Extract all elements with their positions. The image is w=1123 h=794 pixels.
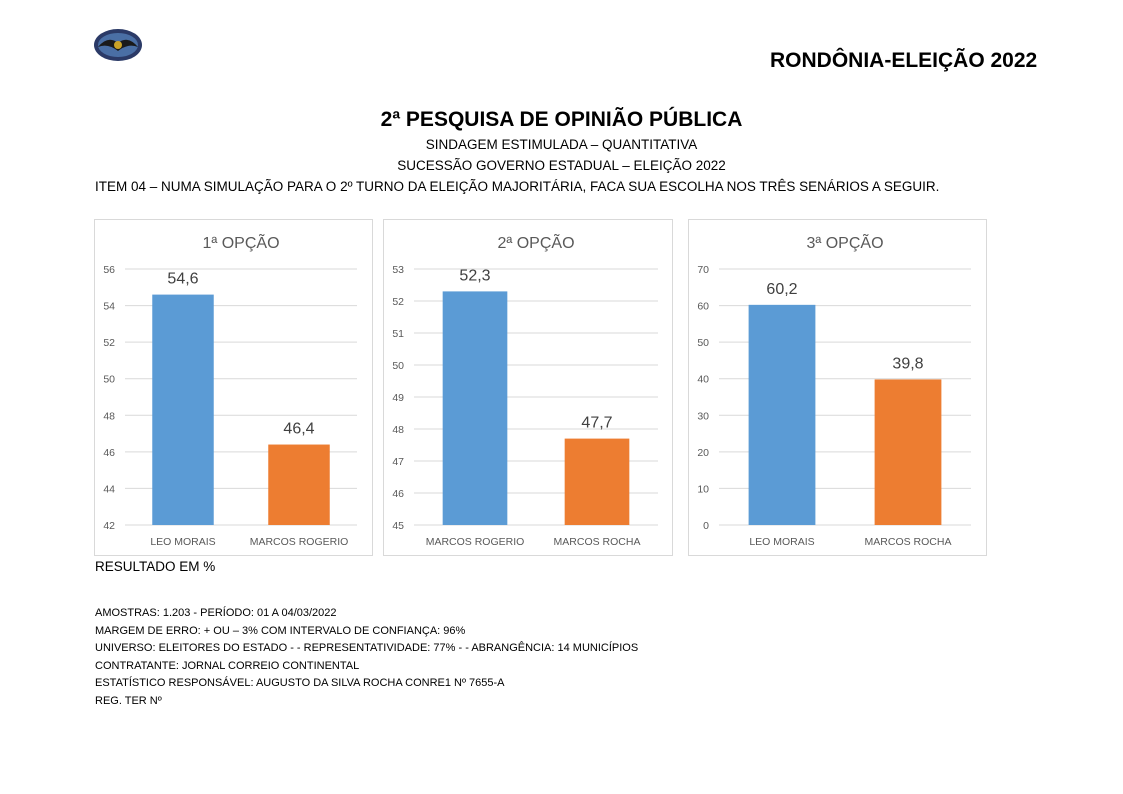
data-label: 54,6	[167, 271, 198, 288]
chart-svg: 3ª OPÇÃO 0 10 20 30 40 50 60 70 60,2 LEO MORAIS 39,…	[697, 232, 971, 548]
y-tick-label: 51	[392, 328, 404, 340]
data-label: 60,2	[766, 281, 797, 298]
y-tick-label: 42	[103, 520, 115, 532]
category-label: MARCOS ROGERIO	[426, 536, 525, 548]
y-tick-label: 40	[697, 374, 709, 386]
y-tick-label: 48	[392, 424, 404, 436]
chart-svg: 2ª OPÇÃO 45 46 47 48 49 50 51 52 53 52,3 MARCOS ROG…	[392, 232, 658, 548]
survey-subtitle-scope: SUCESSÃO GOVERNO ESTADUAL – ELEIÇÃO 2022	[397, 158, 726, 173]
category-label: MARCOS ROCHA	[865, 536, 952, 548]
bar	[442, 291, 508, 525]
chart-svg: 1ª OPÇÃO 42 44 46 48 50 52 54 56 54,6 LEO MORAIS 46…	[103, 232, 357, 548]
category-label: LEO MORAIS	[749, 536, 814, 548]
y-tick-label: 52	[392, 296, 404, 308]
category-label: LEO MORAIS	[150, 536, 215, 548]
footer-universe-line: UNIVERSO: ELEITORES DO ESTADO - - REPRES…	[95, 642, 639, 655]
bar	[268, 444, 330, 525]
y-tick-label: 47	[392, 456, 404, 468]
y-tick-label: 20	[697, 447, 709, 459]
chart-title: 3ª OPÇÃO	[806, 232, 883, 252]
survey-title: 2ª PESQUISA DE OPINIÃO PÚBLICA	[380, 108, 743, 131]
y-tick-label: 50	[392, 360, 404, 372]
survey-subtitle-method: SINDAGEM ESTIMULADA – QUANTITATIVA	[425, 137, 698, 152]
chart-option-1: 1ª OPÇÃO 42 44 46 48 50 52 54 56 54,6 LEO MORAIS 46…	[94, 219, 373, 556]
y-tick-label: 44	[103, 483, 115, 495]
logo-emblem-icon	[94, 29, 142, 69]
footer-margin-line: MARGEM DE ERRO: + OU – 3% COM INTERVALO …	[95, 624, 466, 637]
y-tick-label: 60	[697, 301, 709, 313]
y-tick-label: 53	[392, 264, 404, 276]
chart-title: 1ª OPÇÃO	[202, 232, 279, 252]
category-label: MARCOS ROGERIO	[250, 536, 349, 548]
y-tick-label: 48	[103, 410, 115, 422]
footer-registration-line: REG. TER Nº	[95, 694, 162, 707]
y-tick-label: 54	[103, 301, 115, 313]
y-tick-label: 50	[103, 374, 115, 386]
footer-statistician-line: ESTATÍSTICO RESPONSÁVEL: AUGUSTO DA SILV…	[95, 677, 505, 690]
data-label: 47,7	[581, 415, 612, 432]
data-label: 39,8	[892, 355, 923, 372]
y-tick-label: 30	[697, 410, 709, 422]
y-tick-label: 52	[103, 337, 115, 349]
y-tick-label: 70	[697, 264, 709, 276]
footer-contractor-line: CONTRATANTE: JORNAL CORREIO CONTINENTAL	[95, 659, 360, 672]
bar	[152, 294, 214, 525]
chart-option-2: 2ª OPÇÃO 45 46 47 48 49 50 51 52 53 52,3 MARCOS ROG…	[383, 219, 673, 556]
bar	[874, 379, 942, 525]
region-election-title: RONDÔNIA-ELEIÇÃO 2022	[770, 49, 1038, 72]
y-tick-label: 46	[392, 488, 404, 500]
data-label: 52,3	[459, 267, 490, 284]
y-tick-label: 49	[392, 392, 404, 404]
chart-option-3: 3ª OPÇÃO 0 10 20 30 40 50 60 70 60,2 LEO MORAIS 39,…	[688, 219, 987, 556]
question-item-text: ITEM 04 – NUMA SIMULAÇÃO PARA O 2º TURNO…	[95, 179, 940, 194]
footer-sample-line: AMOSTRAS: 1.203 - PERÍODO: 01 A 04/03/20…	[95, 607, 337, 619]
bar	[564, 438, 630, 525]
bar	[748, 304, 816, 525]
y-tick-label: 45	[392, 520, 404, 532]
result-unit-note: RESULTADO EM %	[95, 559, 216, 574]
y-tick-label: 10	[697, 483, 709, 495]
y-tick-label: 56	[103, 264, 115, 276]
category-label: MARCOS ROCHA	[554, 536, 641, 548]
methodology-footer: AMOSTRAS: 1.203 - PERÍODO: 01 A 04/03/20…	[95, 605, 638, 711]
institute-logo	[92, 27, 144, 71]
data-label: 46,4	[283, 421, 314, 438]
y-tick-label: 50	[697, 337, 709, 349]
y-tick-label: 46	[103, 447, 115, 459]
y-tick-label: 0	[703, 520, 709, 532]
chart-title: 2ª OPÇÃO	[497, 232, 574, 252]
